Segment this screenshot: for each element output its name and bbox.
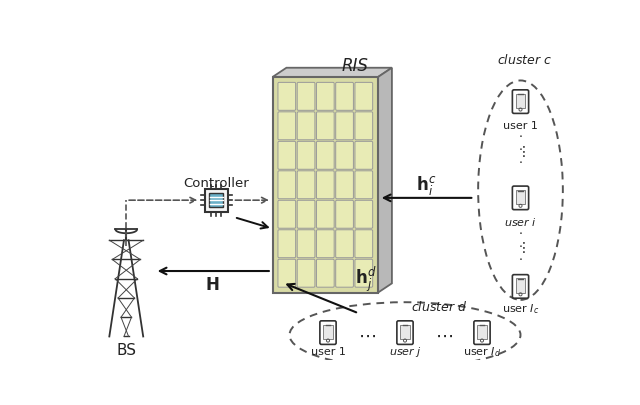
FancyBboxPatch shape xyxy=(513,91,529,114)
Text: $\mathbf{H}$: $\mathbf{H}$ xyxy=(205,277,220,294)
FancyBboxPatch shape xyxy=(336,142,353,170)
Text: user $I_d$: user $I_d$ xyxy=(463,344,501,358)
Text: user 1: user 1 xyxy=(503,120,538,130)
Text: user $j$: user $j$ xyxy=(388,344,421,358)
FancyBboxPatch shape xyxy=(336,171,353,199)
FancyBboxPatch shape xyxy=(316,142,334,170)
FancyBboxPatch shape xyxy=(320,321,336,345)
FancyBboxPatch shape xyxy=(336,230,353,258)
FancyBboxPatch shape xyxy=(297,201,315,229)
FancyBboxPatch shape xyxy=(316,201,334,229)
Text: $\vdots$: $\vdots$ xyxy=(516,239,525,254)
FancyBboxPatch shape xyxy=(278,142,296,170)
FancyBboxPatch shape xyxy=(278,201,296,229)
FancyBboxPatch shape xyxy=(278,171,296,199)
FancyBboxPatch shape xyxy=(336,201,353,229)
FancyBboxPatch shape xyxy=(355,230,372,258)
Bar xyxy=(516,279,525,293)
FancyBboxPatch shape xyxy=(316,171,334,199)
Text: $\mathbf{h}_{i}^{c}$: $\mathbf{h}_{i}^{c}$ xyxy=(417,174,436,197)
FancyBboxPatch shape xyxy=(336,83,353,111)
FancyBboxPatch shape xyxy=(336,260,353,288)
Polygon shape xyxy=(378,68,392,293)
Text: Controller: Controller xyxy=(184,177,249,190)
Bar xyxy=(516,190,525,205)
FancyBboxPatch shape xyxy=(297,260,315,288)
Text: $\cdots$: $\cdots$ xyxy=(358,326,376,344)
Text: RIS: RIS xyxy=(342,57,369,75)
FancyBboxPatch shape xyxy=(397,321,413,345)
FancyBboxPatch shape xyxy=(278,113,296,141)
FancyBboxPatch shape xyxy=(297,83,315,111)
FancyBboxPatch shape xyxy=(297,142,315,170)
Bar xyxy=(401,325,410,339)
FancyBboxPatch shape xyxy=(474,321,490,345)
FancyBboxPatch shape xyxy=(355,83,372,111)
FancyBboxPatch shape xyxy=(316,230,334,258)
FancyBboxPatch shape xyxy=(355,201,372,229)
Text: user 1: user 1 xyxy=(310,346,346,356)
Polygon shape xyxy=(273,78,378,293)
Text: user $I_c$: user $I_c$ xyxy=(502,301,539,315)
FancyBboxPatch shape xyxy=(316,83,334,111)
Text: cluster $d$: cluster $d$ xyxy=(412,299,468,313)
FancyBboxPatch shape xyxy=(278,83,296,111)
FancyBboxPatch shape xyxy=(355,260,372,288)
Text: BS: BS xyxy=(116,342,136,357)
FancyBboxPatch shape xyxy=(513,275,529,298)
FancyBboxPatch shape xyxy=(316,113,334,141)
Text: $\cdots$: $\cdots$ xyxy=(435,326,452,344)
FancyBboxPatch shape xyxy=(297,113,315,141)
Polygon shape xyxy=(273,68,392,78)
Text: user $i$: user $i$ xyxy=(504,215,537,228)
FancyBboxPatch shape xyxy=(316,260,334,288)
FancyBboxPatch shape xyxy=(297,171,315,199)
Bar xyxy=(323,325,333,339)
Bar xyxy=(516,94,525,109)
Text: $\mathbf{h}_{j}^{d}$: $\mathbf{h}_{j}^{d}$ xyxy=(355,264,376,294)
FancyBboxPatch shape xyxy=(513,187,529,210)
FancyBboxPatch shape xyxy=(355,113,372,141)
FancyBboxPatch shape xyxy=(205,189,228,212)
Bar xyxy=(477,325,486,339)
Text: $\cdot$
$\cdot$
$\cdot$: $\cdot$ $\cdot$ $\cdot$ xyxy=(518,129,523,168)
Text: cluster $c$: cluster $c$ xyxy=(497,53,552,67)
FancyBboxPatch shape xyxy=(278,260,296,288)
FancyBboxPatch shape xyxy=(355,142,372,170)
Text: $\cdot$
$\cdot$
$\cdot$: $\cdot$ $\cdot$ $\cdot$ xyxy=(518,225,523,264)
FancyBboxPatch shape xyxy=(336,113,353,141)
FancyBboxPatch shape xyxy=(297,230,315,258)
FancyBboxPatch shape xyxy=(278,230,296,258)
Bar xyxy=(209,194,223,208)
Text: $\vdots$: $\vdots$ xyxy=(516,143,525,158)
FancyBboxPatch shape xyxy=(355,171,372,199)
